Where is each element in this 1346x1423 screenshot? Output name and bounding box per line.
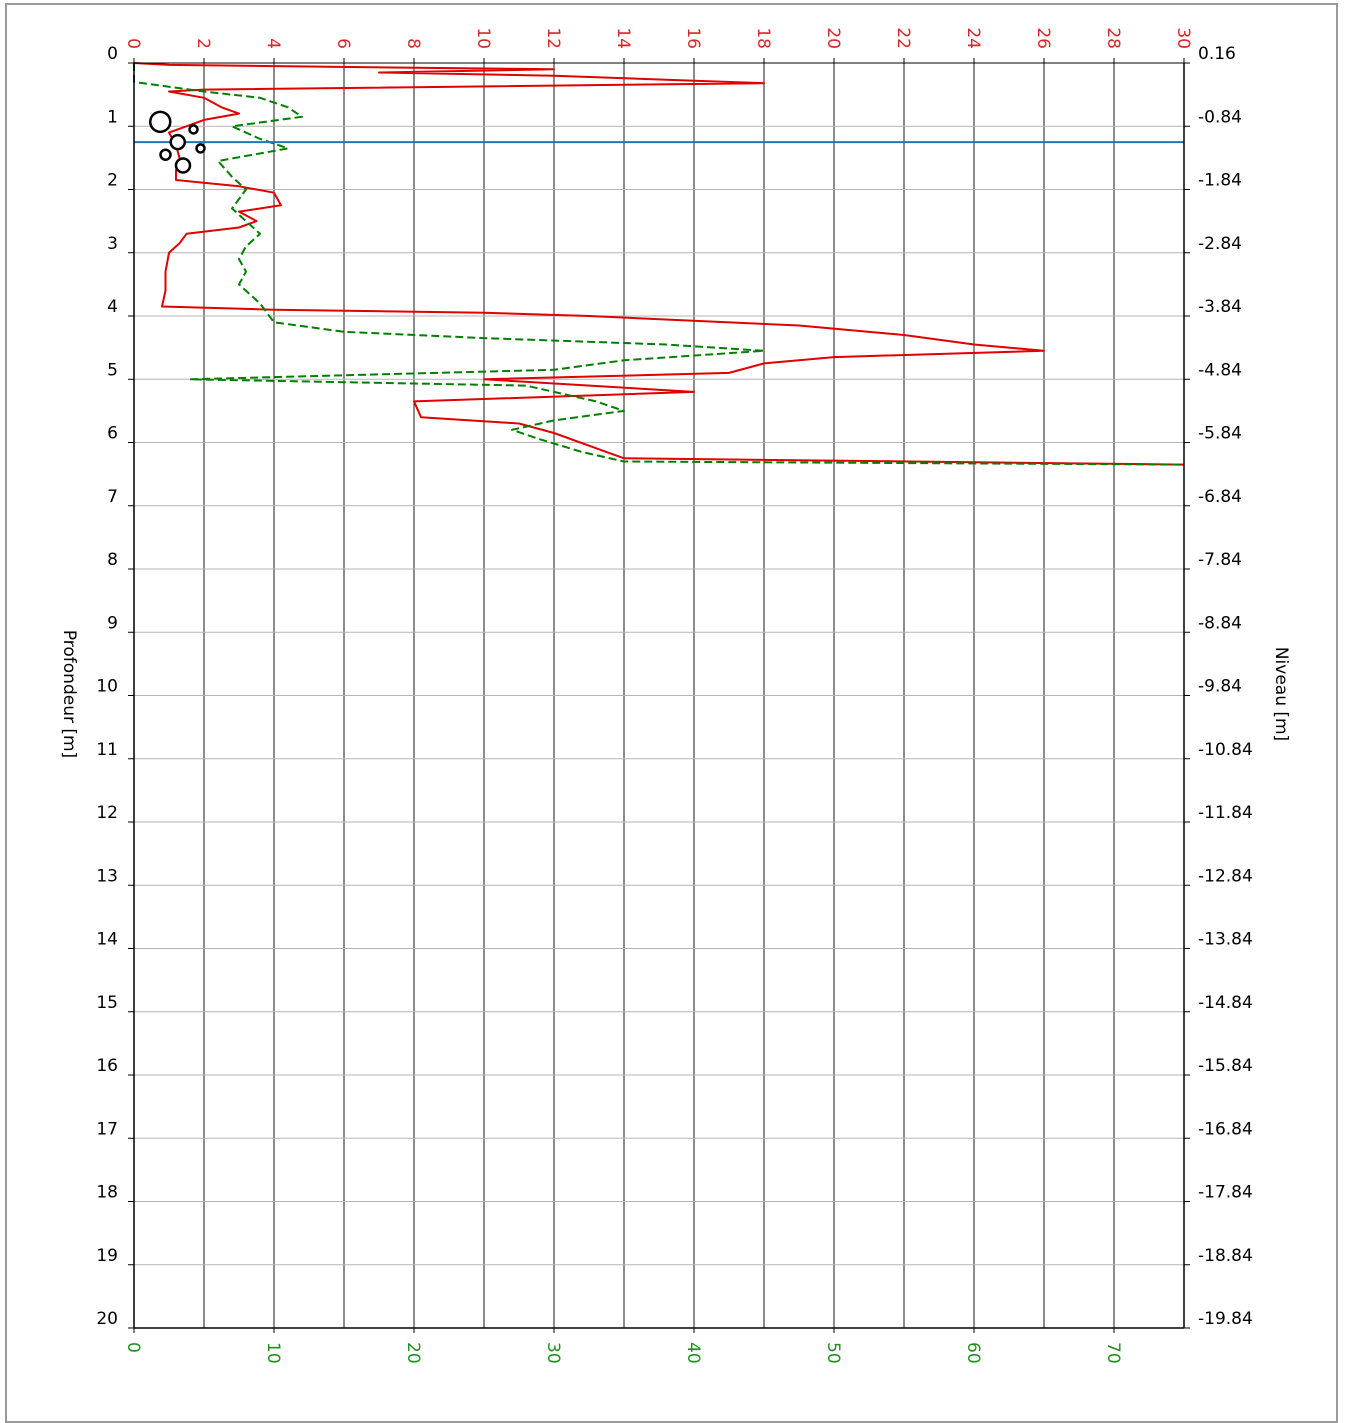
tick-label-top: 2 [193,38,213,49]
tick-label-depth: 12 [96,803,118,823]
tick-label-level: -6.84 [1198,487,1242,507]
tick-label-level: -4.84 [1198,360,1242,380]
plot-area [133,62,1185,466]
tick-label-level: -17.84 [1198,1183,1253,1203]
tick-label-level: -14.84 [1198,993,1253,1013]
y-axis-label-right: Niveau [m] [1271,647,1291,741]
tick-label-depth: 19 [96,1246,118,1266]
tick-label-level: -5.84 [1198,424,1242,444]
tick-label-bottom: 50 [823,1342,843,1364]
tick-label-level: -7.84 [1198,550,1242,570]
series-line-green [133,63,1185,466]
tick-label-depth: 6 [107,424,118,444]
tick-label-depth: 3 [107,234,118,254]
tick-label-depth: 1 [107,107,118,127]
tick-label-level: -3.84 [1198,297,1242,317]
tick-label-bottom: 20 [403,1342,423,1364]
marker-circle [188,124,199,135]
tick-label-top: 20 [823,27,843,49]
marker-circle [159,148,172,161]
tick-label-top: 18 [753,27,773,49]
tick-label-depth: 9 [107,613,118,633]
tick-label-level: -11.84 [1198,803,1253,823]
tick-label-depth: 10 [96,677,118,697]
tick-label-top: 4 [263,38,283,49]
tick-label-level: -9.84 [1198,677,1242,697]
tick-label-top: 16 [683,27,703,49]
tick-label-level: -12.84 [1198,866,1253,886]
tick-label-level: -19.84 [1198,1309,1253,1329]
tick-label-level: -10.84 [1198,740,1253,760]
tick-label-top: 26 [1033,27,1053,49]
series-line-red [133,62,1185,466]
tick-label-top: 8 [403,38,423,49]
tick-label-depth: 7 [107,487,118,507]
tick-label-level: -16.84 [1198,1119,1253,1139]
tick-label-bottom: 30 [543,1342,563,1364]
tick-label-depth: 18 [96,1183,118,1203]
tick-label-level: 0.16 [1198,44,1236,64]
tick-label-top: 0 [123,38,143,49]
tick-label-level: -1.84 [1198,171,1242,191]
tick-label-top: 22 [893,27,913,49]
tick-label-top: 6 [333,38,353,49]
tick-label-level: -0.84 [1198,107,1242,127]
tick-label-level: -8.84 [1198,613,1242,633]
tick-label-depth: 14 [96,930,118,950]
tick-label-top: 14 [613,27,633,49]
tick-label-top: 28 [1103,27,1123,49]
tick-label-bottom: 60 [963,1342,983,1364]
tick-label-depth: 11 [96,740,118,760]
tick-label-depth: 0 [107,44,118,64]
y-axis-label-left: Profondeur [m] [59,630,79,758]
grid [133,62,1185,1329]
tick-label-bottom: 0 [123,1342,143,1353]
tick-label-bottom: 70 [1103,1342,1123,1364]
tick-label-level: -13.84 [1198,930,1253,950]
tick-label-level: -15.84 [1198,1056,1253,1076]
tick-label-depth: 20 [96,1309,118,1329]
tick-label-depth: 16 [96,1056,118,1076]
tick-label-depth: 5 [107,360,118,380]
tick-label-level: -18.84 [1198,1246,1253,1266]
tick-label-depth: 4 [107,297,118,317]
tick-label-depth: 8 [107,550,118,570]
marker-circle [174,157,192,174]
axes: 012345678910111213141516171819200.16-0.8… [96,27,1252,1363]
tick-label-depth: 2 [107,171,118,191]
tick-label-depth: 17 [96,1119,118,1139]
marker-circle [169,133,186,151]
tick-label-depth: 13 [96,866,118,886]
tick-label-top: 30 [1173,27,1193,49]
tick-label-bottom: 40 [683,1342,703,1364]
tick-label-top: 24 [963,27,983,49]
marker-circle [149,110,172,134]
tick-label-top: 10 [473,27,493,49]
tick-label-depth: 15 [96,993,118,1013]
tick-label-top: 12 [543,27,563,49]
tick-label-level: -2.84 [1198,234,1242,254]
marker-circle [195,143,206,154]
tick-label-bottom: 10 [263,1342,283,1364]
